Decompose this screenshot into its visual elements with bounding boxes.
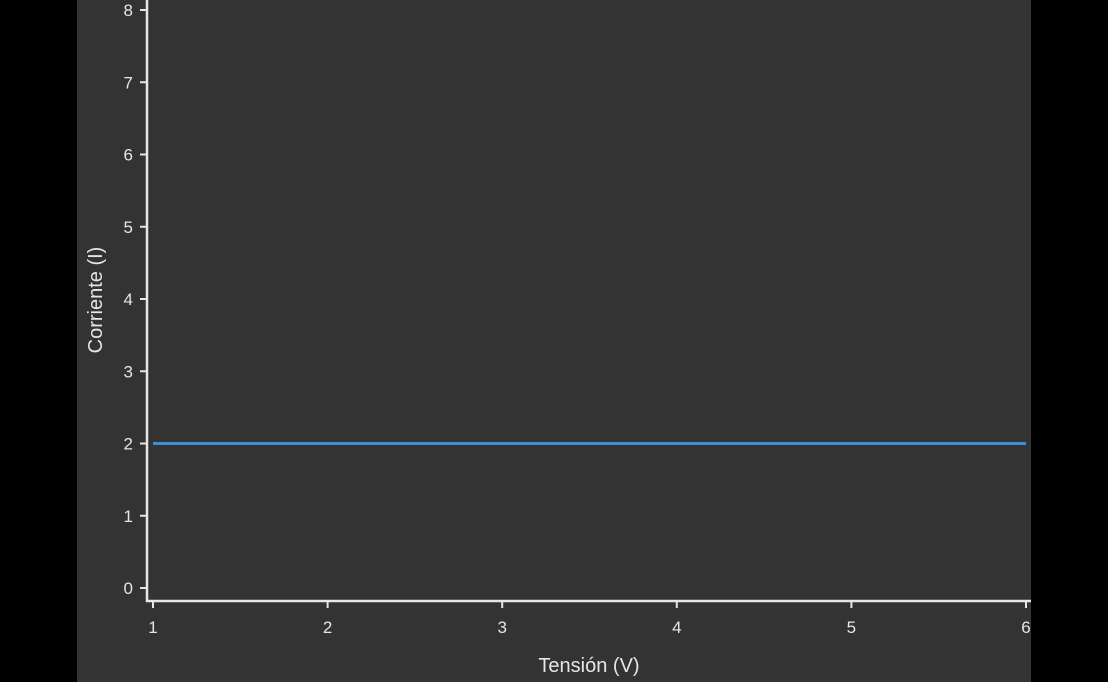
x-tick-label: 2 xyxy=(323,618,332,637)
x-axis: 1 2 3 4 5 6 xyxy=(146,599,1031,637)
y-tick-label: 0 xyxy=(124,579,133,598)
x-tick-label: 4 xyxy=(672,618,681,637)
x-tick-label: 1 xyxy=(148,618,157,637)
chart-panel: 0 1 2 3 4 5 6 7 8 1 2 3 4 5 6 Tensión (V) Corriente (… xyxy=(77,0,1031,682)
y-tick-label: 7 xyxy=(124,73,133,92)
x-tick-label: 6 xyxy=(1021,618,1030,637)
y-tick-label: 3 xyxy=(124,362,133,381)
x-tick-label: 3 xyxy=(497,618,506,637)
chart-plot: 0 1 2 3 4 5 6 7 8 1 2 3 4 5 6 Tensión (V) Corriente (… xyxy=(85,0,1031,677)
y-axis: 0 1 2 3 4 5 6 7 8 xyxy=(124,0,149,602)
y-tick-label: 2 xyxy=(124,435,133,454)
y-tick-label: 4 xyxy=(124,290,133,309)
y-tick-label: 8 xyxy=(124,1,133,20)
y-tick-label: 1 xyxy=(124,507,133,526)
y-axis-title: Corriente (I) xyxy=(85,247,107,354)
x-tick-label: 5 xyxy=(847,618,856,637)
x-axis-title: Tensión (V) xyxy=(538,655,639,677)
y-tick-label: 5 xyxy=(124,218,133,237)
y-tick-label: 6 xyxy=(124,146,133,165)
